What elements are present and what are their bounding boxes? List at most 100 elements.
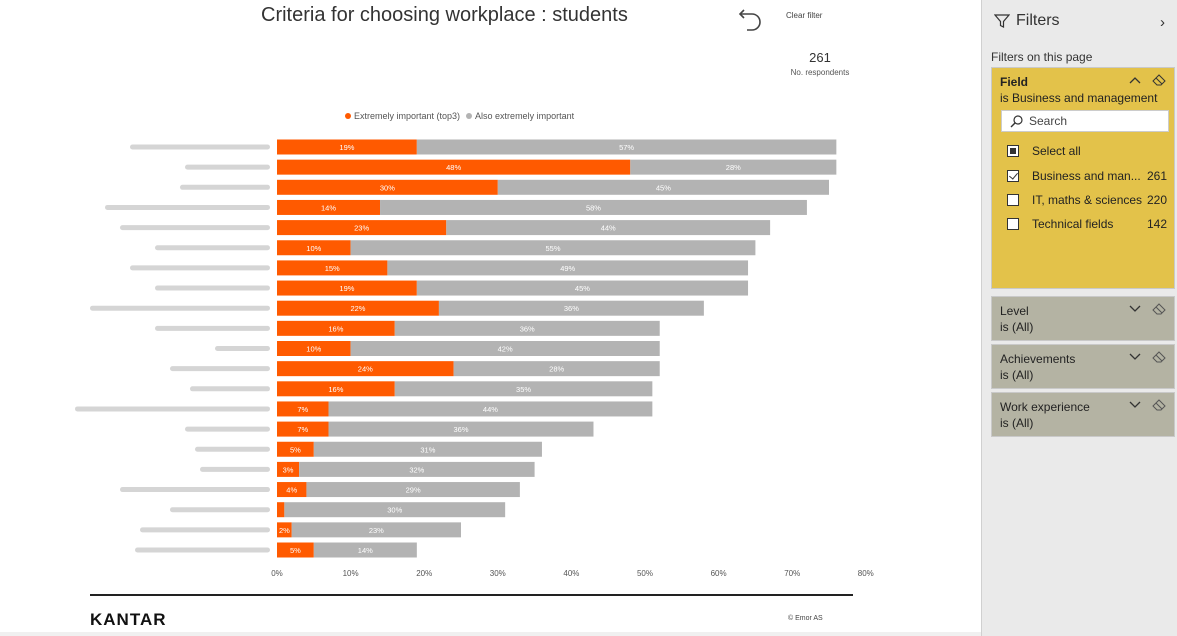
clear-filter-button[interactable]: Clear filter	[786, 11, 823, 20]
bar-also-extremely-important[interactable]	[394, 381, 653, 397]
filter-option-checkbox[interactable]	[1007, 218, 1019, 230]
undo-icon[interactable]	[737, 4, 765, 32]
bar-also-extremely-important[interactable]	[328, 421, 594, 437]
data-label: 23%	[369, 526, 384, 535]
bar-extremely-important[interactable]	[277, 159, 631, 175]
data-label: 22%	[350, 304, 365, 313]
bar-also-extremely-important[interactable]	[380, 199, 807, 215]
bar-also-extremely-important[interactable]	[416, 280, 749, 296]
bar-extremely-important[interactable]	[277, 341, 351, 356]
bar-extremely-important[interactable]	[277, 361, 454, 377]
bar-also-extremely-important[interactable]	[291, 522, 461, 538]
bar-extremely-important[interactable]	[277, 461, 300, 477]
bar-also-extremely-important[interactable]	[387, 260, 749, 276]
bar-also-extremely-important[interactable]	[453, 361, 660, 377]
eraser-icon[interactable]	[1152, 303, 1166, 315]
bar-also-extremely-important[interactable]	[446, 220, 771, 236]
data-label: 30%	[387, 506, 402, 515]
data-label: 19%	[339, 284, 354, 293]
bar-extremely-important[interactable]	[277, 139, 417, 155]
filter-option[interactable]: Technical fields 142	[1007, 215, 1167, 233]
bar-extremely-important[interactable]	[277, 260, 388, 276]
filters-pane: Filters › Filters on this page Field is …	[981, 0, 1177, 636]
chevron-down-icon[interactable]	[1129, 305, 1141, 313]
chevron-up-icon[interactable]	[1129, 76, 1141, 84]
footer-divider	[90, 594, 853, 596]
bar-extremely-important[interactable]	[277, 401, 329, 417]
bar-also-extremely-important[interactable]	[350, 341, 660, 356]
x-tick-label: 60%	[711, 569, 727, 578]
eraser-icon[interactable]	[1152, 74, 1166, 86]
filter-card-work-experience[interactable]: Work experience is (All)	[991, 392, 1175, 437]
funnel-icon	[994, 14, 1010, 28]
bar-extremely-important[interactable]	[277, 199, 381, 215]
bar-also-extremely-important[interactable]	[299, 461, 535, 477]
data-label: 14%	[321, 203, 336, 212]
bar-extremely-important[interactable]	[277, 482, 307, 498]
filter-option-checkbox[interactable]	[1007, 170, 1019, 182]
bar-extremely-important[interactable]	[277, 240, 351, 256]
category-label-blurred	[130, 144, 270, 150]
bar-also-extremely-important[interactable]	[284, 502, 506, 518]
data-label: 3%	[283, 465, 294, 474]
bar-extremely-important[interactable]	[277, 320, 395, 336]
bar-extremely-important[interactable]	[277, 179, 498, 195]
data-label: 58%	[586, 203, 601, 212]
filter-option[interactable]: Select all	[1007, 142, 1167, 160]
data-label: 14%	[358, 546, 373, 555]
legend-marker	[466, 113, 473, 119]
category-label-blurred	[155, 245, 270, 251]
data-label: 2%	[279, 526, 290, 535]
bar-also-extremely-important[interactable]	[328, 401, 653, 417]
bar-extremely-important[interactable]	[277, 220, 447, 236]
data-label: 44%	[483, 405, 498, 414]
filter-option[interactable]: Business and man... 261	[1007, 167, 1167, 185]
x-tick-label: 70%	[784, 569, 800, 578]
bar-also-extremely-important[interactable]	[350, 240, 756, 256]
chevron-down-icon[interactable]	[1129, 353, 1141, 361]
legend-label: Also extremely important	[475, 111, 575, 121]
filter-card-name: Work experience	[1000, 400, 1090, 414]
chevron-right-icon[interactable]: ›	[1160, 14, 1165, 31]
data-label: 32%	[409, 465, 424, 474]
legend-item-top3[interactable]: Extremely important (top3)	[345, 111, 460, 121]
category-label-blurred	[120, 487, 270, 493]
data-label: 36%	[564, 304, 579, 313]
bar-also-extremely-important[interactable]	[630, 159, 837, 175]
bar-also-extremely-important[interactable]	[438, 300, 704, 316]
bar-also-extremely-important[interactable]	[394, 320, 660, 336]
data-label: 16%	[328, 385, 343, 394]
bar-also-extremely-important[interactable]	[313, 441, 542, 457]
bar-extremely-important[interactable]	[277, 280, 417, 296]
filter-card-achievements[interactable]: Achievements is (All)	[991, 344, 1175, 389]
bar-extremely-important[interactable]	[277, 542, 314, 558]
bottom-strip	[0, 632, 981, 636]
bar-extremely-important[interactable]	[277, 421, 329, 437]
category-label-blurred	[120, 225, 270, 231]
bar-also-extremely-important[interactable]	[416, 139, 837, 155]
filter-option-checkbox[interactable]	[1007, 145, 1019, 157]
eraser-icon[interactable]	[1152, 399, 1166, 411]
bar-also-extremely-important[interactable]	[306, 482, 520, 498]
eraser-icon[interactable]	[1152, 351, 1166, 363]
x-tick-label: 40%	[563, 569, 579, 578]
filter-card-field[interactable]: Field is Business and management Search …	[991, 67, 1175, 289]
filter-card-level[interactable]: Level is (All)	[991, 296, 1175, 341]
bar-extremely-important[interactable]	[277, 502, 285, 518]
chevron-down-icon[interactable]	[1129, 401, 1141, 409]
filter-card-name: Field	[1000, 75, 1029, 89]
legend-item-also[interactable]: Also extremely important	[466, 111, 574, 121]
x-tick-label: 30%	[490, 569, 506, 578]
filter-option-count: 220	[1146, 193, 1167, 207]
bar-also-extremely-important[interactable]	[497, 179, 829, 195]
data-label: 36%	[520, 324, 535, 333]
bar-also-extremely-important[interactable]	[313, 542, 417, 558]
bar-extremely-important[interactable]	[277, 441, 314, 457]
filter-option-checkbox[interactable]	[1007, 194, 1019, 206]
filter-search-input[interactable]: Search	[1001, 110, 1169, 132]
bar-extremely-important[interactable]	[277, 381, 395, 397]
bar-extremely-important[interactable]	[277, 300, 439, 316]
data-label: 31%	[420, 445, 435, 454]
filter-option[interactable]: IT, maths & sciences 220	[1007, 191, 1167, 209]
bar-extremely-important[interactable]	[277, 522, 292, 538]
